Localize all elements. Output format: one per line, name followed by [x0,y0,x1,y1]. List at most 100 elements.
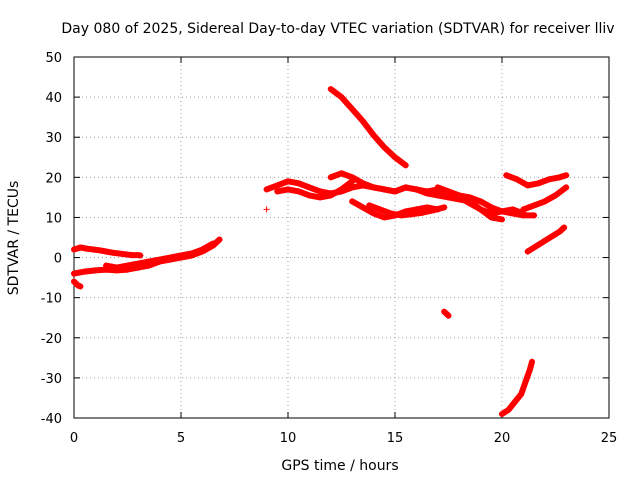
data-point [327,86,334,93]
data-point [338,186,345,193]
data-point [167,254,174,261]
data-point [392,154,398,161]
data-point [430,207,437,214]
x-tick-label: 20 [494,431,511,446]
data-point [488,204,495,211]
y-tick-label: -20 [41,332,62,347]
data-point [503,172,510,179]
data-point [398,212,405,219]
data-point [109,249,116,256]
data-point [327,174,334,181]
data-point [537,240,544,247]
series-arc-4 [71,278,84,290]
data-point [349,184,356,191]
data-point [295,188,302,195]
data-point [178,252,184,259]
data-point [115,250,122,257]
data-point [499,208,505,215]
series-trace [327,86,409,169]
data-point [103,248,110,255]
data-point [317,188,324,195]
data-point [77,283,84,290]
x-tick-label: 5 [177,431,185,446]
data-point [137,252,144,259]
data-point [466,194,473,201]
data-point [188,250,195,257]
data-point [445,194,452,201]
data-point [499,410,505,417]
data-point [546,176,553,183]
data-point [381,214,388,221]
data-point [349,174,356,181]
data-point [424,190,431,197]
x-axis-label: GPS time / hours [281,458,398,474]
data-point [535,180,542,187]
data-point [349,106,356,113]
data-point [563,184,570,191]
data-point [445,188,452,195]
data-point [456,192,463,199]
data-point [563,172,570,179]
data-point [77,244,84,251]
data-point [327,192,334,199]
data-point [366,202,373,209]
data-point [295,180,302,187]
data-point [531,212,538,219]
data-point [409,211,416,218]
data-point [392,188,398,195]
series-arc-16 [499,358,535,417]
series-arc-9 [366,202,448,219]
x-tick-label: 10 [280,431,297,446]
x-tick-label: 15 [387,431,404,446]
data-point [370,132,377,139]
data-point [528,358,535,365]
data-point [92,267,99,274]
data-point [381,144,388,151]
data-point [156,256,163,263]
y-tick-label: 20 [45,171,62,186]
data-point [550,232,557,239]
data-point [402,184,409,191]
data-point [263,186,270,193]
series-arc-17 [263,206,270,213]
data-point [509,210,516,217]
y-tick-label: 10 [45,211,62,226]
data-point [531,244,538,251]
data-point [434,192,441,199]
data-point [90,246,97,253]
data-point [370,184,377,191]
series-arc-1 [71,244,144,259]
y-tick-label: 40 [45,91,62,106]
series-arc-2 [71,236,223,277]
series-arc-14 [524,224,568,255]
data-point [349,198,356,205]
data-point [381,186,388,193]
data-point [531,202,538,209]
data-point [419,209,426,216]
y-tick-label: 30 [45,131,62,146]
data-point [71,270,77,277]
data-point [513,176,520,183]
series-trace [434,184,538,219]
data-point [518,390,525,397]
data-point [524,248,531,255]
data-point [274,188,281,195]
series-arc-3 [103,240,217,271]
data-point [402,162,409,169]
data-point [81,268,88,275]
data-point [526,366,533,373]
data-point [103,262,110,269]
data-point [477,206,484,213]
data-point [441,204,448,211]
data-point [445,312,452,319]
data-point [520,212,527,219]
data-point [505,406,512,413]
data-point [552,192,559,199]
data-point [359,118,366,125]
series-arc-10 [434,184,538,219]
data-point [124,262,131,269]
data-point [145,258,152,265]
data-point [520,206,527,213]
data-point [387,210,394,217]
